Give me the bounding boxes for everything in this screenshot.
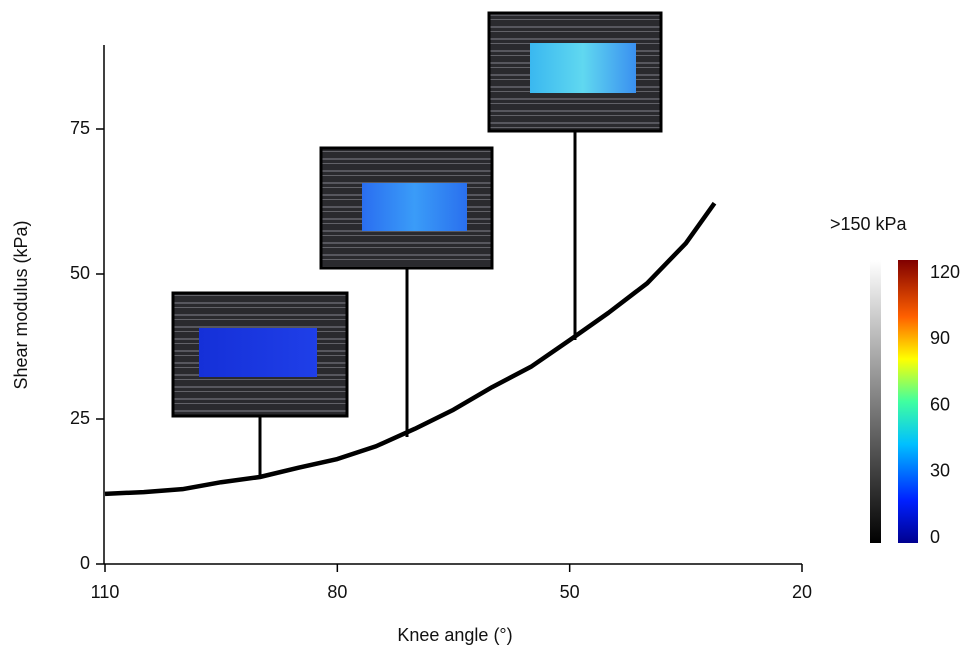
y-tick-label: 75 (70, 118, 90, 138)
y-tick-label: 0 (80, 553, 90, 573)
colorbar-tick-label: 30 (930, 461, 950, 481)
elastography-inset (489, 13, 661, 131)
colorbar-jet (898, 260, 918, 543)
x-axis-label: Knee angle (°) (397, 625, 512, 645)
y-axis-label: Shear modulus (kPa) (11, 220, 31, 389)
colorbar-tick-label: 60 (930, 394, 950, 414)
x-tick-label: 50 (560, 582, 580, 602)
colorbar-tick-label: 120 (930, 262, 960, 282)
chart: Knee angle (°) Shear modulus (kPa) >150 … (0, 0, 973, 650)
colorbar-tick-label: 90 (930, 328, 950, 348)
x-tick-label: 80 (327, 582, 347, 602)
y-tick-label: 50 (70, 263, 90, 283)
x-tick-label: 110 (91, 582, 120, 602)
colorbar-gray (870, 260, 881, 543)
elastography-inset (173, 293, 347, 416)
x-tick-label: 20 (792, 582, 812, 602)
elastography-inset (321, 148, 492, 268)
colorbar-label: >150 kPa (830, 214, 908, 234)
colorbar-tick-label: 0 (930, 527, 940, 547)
y-tick-label: 25 (70, 408, 90, 428)
